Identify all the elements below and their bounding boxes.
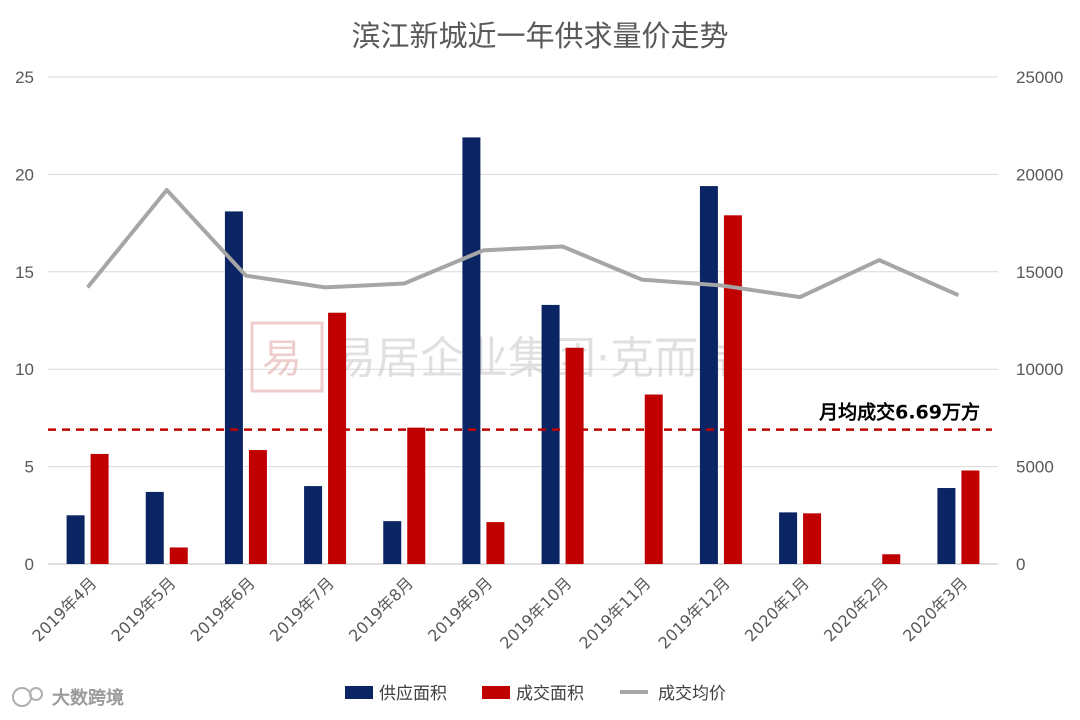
x-axis-ticks: 2019年4月 2019年5月 2019年6月 2019年7月 2019年8月 2019年… bbox=[28, 573, 971, 652]
bar-supply bbox=[699, 186, 718, 564]
x-tick-label: 2019年12月 bbox=[654, 573, 733, 652]
bar-deal bbox=[882, 554, 901, 564]
legend-label: 成交面积 bbox=[516, 684, 584, 704]
x-tick-label: 2020年2月 bbox=[820, 573, 892, 645]
watermark-text: 易居企业集团·克而瑞 bbox=[332, 333, 742, 384]
bar-supply bbox=[937, 488, 956, 564]
x-tick-label: 2020年3月 bbox=[899, 573, 971, 645]
x-tick-label: 2019年10月 bbox=[496, 573, 575, 652]
y-right-tick-label: 20000 bbox=[1016, 165, 1063, 184]
y-left-tick-label: 15 bbox=[15, 263, 34, 282]
y-right-tick-label: 25000 bbox=[1016, 68, 1063, 87]
gridlines bbox=[48, 76, 998, 565]
legend-label: 供应面积 bbox=[379, 684, 447, 704]
y-axis-left: 0 5 10 15 20 25 bbox=[15, 68, 34, 574]
bar-deal bbox=[486, 522, 505, 564]
footer-icon-small bbox=[29, 687, 43, 701]
bar-supply bbox=[541, 304, 560, 564]
bar-deal bbox=[961, 470, 980, 564]
legend: 供应面积 成交面积 成交均价 bbox=[345, 684, 726, 704]
legend-swatch bbox=[345, 686, 373, 699]
line-series-avg-price bbox=[86, 187, 960, 300]
y-axis-right: 0 5000 10000 15000 20000 25000 bbox=[1016, 68, 1063, 574]
bar-supply bbox=[304, 486, 323, 564]
bar-deal bbox=[90, 453, 109, 564]
bars-group bbox=[66, 137, 980, 565]
bar-deal bbox=[407, 427, 426, 564]
x-tick-label: 2019年5月 bbox=[108, 573, 180, 645]
x-tick-label: 2019年9月 bbox=[424, 573, 496, 645]
reference-line-label: 月均成交6.69万方 bbox=[818, 401, 980, 424]
watermark-seal bbox=[250, 321, 324, 393]
y-right-tick-label: 5000 bbox=[1016, 458, 1054, 477]
x-tick-label: 2019年7月 bbox=[266, 573, 338, 645]
bar-deal bbox=[565, 347, 584, 564]
lines-group bbox=[86, 187, 960, 300]
y-right-tick-label: 0 bbox=[1016, 555, 1025, 574]
y-left-tick-label: 5 bbox=[25, 458, 34, 477]
legend-label: 成交均价 bbox=[658, 684, 726, 704]
bar-deal bbox=[328, 312, 347, 564]
bar-deal bbox=[169, 547, 188, 564]
bar-supply bbox=[462, 137, 481, 564]
y-left-tick-label: 25 bbox=[15, 68, 34, 87]
footer-logo: 大数跨境 bbox=[12, 687, 124, 709]
footer-text: 大数跨境 bbox=[52, 687, 124, 709]
y-left-tick-label: 0 bbox=[25, 555, 34, 574]
y-left-tick-label: 10 bbox=[15, 360, 34, 379]
x-tick-label: 2019年8月 bbox=[345, 573, 417, 645]
x-tick-label: 2019年4月 bbox=[28, 573, 100, 645]
chart-title: 滨江新城近一年供求量价走势 bbox=[351, 19, 728, 53]
bar-supply bbox=[383, 521, 402, 564]
bar-deal bbox=[803, 513, 822, 564]
y-right-tick-label: 10000 bbox=[1016, 360, 1063, 379]
footer-icon bbox=[12, 687, 32, 707]
bar-supply bbox=[66, 515, 85, 564]
reference-line-group: 月均成交6.69万方 bbox=[48, 401, 992, 431]
y-left-tick-label: 20 bbox=[15, 165, 34, 184]
bar-supply bbox=[224, 211, 243, 565]
watermark: 易 易居企业集团·克而瑞 bbox=[250, 321, 742, 393]
x-tick-label: 2019年11月 bbox=[575, 573, 654, 652]
bar-supply bbox=[145, 491, 164, 564]
bar-deal bbox=[644, 394, 663, 564]
y-right-tick-label: 15000 bbox=[1016, 263, 1063, 282]
bar-deal bbox=[723, 215, 742, 565]
watermark-seal-glyph: 易 bbox=[262, 336, 302, 382]
legend-swatch bbox=[482, 686, 510, 699]
bar-deal bbox=[248, 450, 267, 564]
bar-supply bbox=[779, 512, 798, 564]
x-tick-label: 2019年6月 bbox=[187, 573, 259, 645]
x-tick-label: 2020年1月 bbox=[741, 573, 813, 645]
